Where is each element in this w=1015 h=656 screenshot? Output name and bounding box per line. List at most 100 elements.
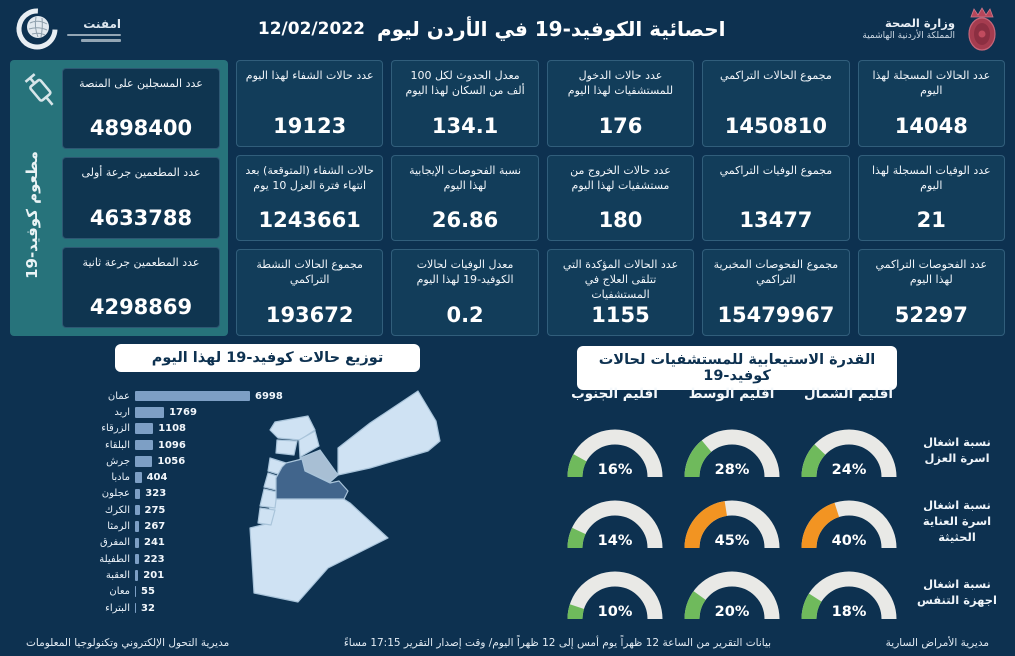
bar-value-label: 1769 xyxy=(169,406,197,418)
stat-card-label: عدد حالات الدخول للمستشفيات لهذا اليوم xyxy=(567,69,674,97)
svg-text:14%: 14% xyxy=(597,533,632,549)
vaccination-card-label: عدد المسجلين على المنصة xyxy=(79,77,203,90)
bar-value-label: 1096 xyxy=(158,439,186,451)
map-region-amman-highlighted xyxy=(275,458,349,500)
svg-text:20%: 20% xyxy=(714,604,749,620)
vaccination-card-value: 4298869 xyxy=(89,294,193,319)
distribution-title: توزيع حالات كوفيد-19 لهذا اليوم xyxy=(115,344,420,372)
bar-value-label: 1108 xyxy=(158,423,187,435)
svg-text:45%: 45% xyxy=(714,533,749,549)
gauge: 24% xyxy=(790,419,907,481)
bar xyxy=(135,521,140,532)
bar-row: جرش 1056 xyxy=(33,453,283,469)
bar-row: معان 55 xyxy=(33,584,283,600)
footer-center: بيانات التقرير من الساعة 12 ظهراً يوم أم… xyxy=(343,637,772,649)
stat-card-label: عدد حالات الشفاء لهذا اليوم xyxy=(245,69,374,82)
stats-column: عدد حالات الدخول للمستشفيات لهذا اليوم 17… xyxy=(546,60,695,337)
bottom-area: توزيع حالات كوفيد-19 لهذا اليوم عمان 6998… xyxy=(0,342,1015,642)
stat-card-value: 134.1 xyxy=(431,113,499,138)
emphnet-logo-block: امفنت xyxy=(14,6,121,52)
vaccination-card: عدد المطعمين جرعة ثانية 4298869 xyxy=(62,246,220,328)
gauge-grid: اقليم الشمال اقليم الوسط اقليم الجنوب نسبة … xyxy=(555,386,1007,623)
bar-category-label: عجلون xyxy=(101,488,130,500)
stat-card-value: 1450810 xyxy=(724,113,828,138)
stats-grid: عدد الحالات المسجلة لهذا اليوم 14048 عدد ا… xyxy=(235,60,1005,337)
region-header: اقليم الجنوب xyxy=(571,386,658,402)
emphnet-subline-1 xyxy=(67,33,121,36)
region-header: اقليم الشمال xyxy=(803,386,894,402)
stat-card-label: عدد حالات الخروج من مستشفيات لهذا اليوم xyxy=(570,163,671,192)
stat-card-label: معدل الوفيات لحالات الكوفيد-19 لهذا اليو… xyxy=(416,258,514,287)
stat-card-label: مجموع الفحوصات المخبرية التراكمي xyxy=(713,258,839,287)
bar xyxy=(135,456,153,467)
bar-row: الرمثا 267 xyxy=(33,518,283,534)
bar-value-label: 323 xyxy=(145,488,167,500)
bar-value-label: 1056 xyxy=(157,455,186,467)
bar-category-label: الرمثا xyxy=(107,521,130,533)
bar xyxy=(135,504,140,516)
stat-card: معدل الحدوث لكل 100 ألف من السكان لهذا ا… xyxy=(391,60,539,147)
bar-category-label: الكرك xyxy=(104,504,130,516)
stats-area: عدد الحالات المسجلة لهذا اليوم 14048 عدد ا… xyxy=(10,60,1005,337)
bar-value-label: 404 xyxy=(146,472,168,484)
map-region-mafraq xyxy=(337,390,441,476)
bar-row: مادبا 404 xyxy=(33,469,283,485)
stat-card: عدد الحالات المسجلة لهذا اليوم 14048 xyxy=(857,60,1005,147)
map-region-ajloun xyxy=(275,439,298,456)
stat-card-label: مجموع الوفيات التراكمي xyxy=(719,163,833,177)
gauge: 40% xyxy=(790,490,907,552)
gauge: 28% xyxy=(673,419,790,481)
footer-left: مديرية التحول الإلكتروني وتكنولوجيا المع… xyxy=(26,637,230,649)
svg-text:28%: 28% xyxy=(714,462,749,478)
map-region-tafilah xyxy=(257,507,276,526)
jordan-map xyxy=(249,390,441,603)
bar-row: الكرك 275 xyxy=(33,502,283,518)
gauge-row-label: نسبة اشغال اجهزة التنفس xyxy=(917,576,997,607)
stat-card-value: 176 xyxy=(598,113,643,138)
vaccination-card-value: 4633788 xyxy=(89,205,193,230)
distribution-section: توزيع حالات كوفيد-19 لهذا اليوم عمان 6998… xyxy=(15,342,563,642)
vaccination-card: عدد المطعمين جرعة أولى 4633788 xyxy=(62,157,220,239)
vaccination-card-label: عدد المطعمين جرعة أولى xyxy=(81,166,201,180)
svg-text:18%: 18% xyxy=(831,604,866,620)
map-region-jerash xyxy=(298,430,320,458)
bar-value-label: 55 xyxy=(141,586,155,598)
stat-card-label: مجموع الحالات التراكمي xyxy=(720,69,832,82)
stat-card-value: 1155 xyxy=(591,303,650,328)
bar-row: البتراء 32 xyxy=(33,600,283,616)
bar-row: عمان 6998 xyxy=(33,388,283,404)
bar xyxy=(135,586,136,597)
page-title-block: احصائية الكوفيد-19 في الأردن ليوم 12/02/… xyxy=(258,17,726,41)
vaccination-cards: عدد المسجلين على المنصة 4898400 عدد المطعم… xyxy=(62,68,220,328)
vaccination-card-label: عدد المطعمين جرعة ثانية xyxy=(82,255,200,269)
bar-value-label: 223 xyxy=(143,553,165,565)
capacity-section: القدرة الاستيعابية للمستشفيات لحالات كوف… xyxy=(555,342,1007,642)
bar-row: الطفيلة 223 xyxy=(33,551,283,567)
moh-text: وزارة الصحة المملكة الأردنية الهاشمية xyxy=(862,16,955,42)
stat-card-label: نسبة الفحوصات الإيجابية لهذا اليوم xyxy=(409,163,522,192)
moh-kingdom-name: المملكة الأردنية الهاشمية xyxy=(862,30,955,41)
page-title: احصائية الكوفيد-19 في الأردن ليوم xyxy=(376,17,726,41)
bar-value-label: 275 xyxy=(144,504,166,516)
bar-category-label: اربد xyxy=(114,406,130,418)
vaccination-panel: مطعوم كوفيد-19 عدد المسجلين على المنصة 48… xyxy=(10,60,228,336)
svg-text:16%: 16% xyxy=(597,462,632,478)
bar-row: الزرقاء 1108 xyxy=(33,421,283,437)
stat-card-value: 26.86 xyxy=(431,208,499,233)
bar xyxy=(135,488,141,500)
royal-crest-icon xyxy=(968,7,996,51)
cases-bar-chart: عمان 6998 اربد 1769 الزرقاء 1108 البلقاء 1096 جر… xyxy=(33,388,283,616)
stat-card: عدد الحالات المؤكدة التي تتلقى العلاج في… xyxy=(546,249,695,337)
bar-category-label: المفرق xyxy=(100,537,130,549)
stat-card: معدل الوفيات لحالات الكوفيد-19 لهذا اليو… xyxy=(391,249,539,337)
gauge: 14% xyxy=(556,490,673,552)
bar-category-label: الطفيلة xyxy=(99,553,130,565)
stat-card-label: عدد الفحوصات التراكمي لهذا اليوم xyxy=(875,258,988,287)
header: وزارة الصحة المملكة الأردنية الهاشمية اح… xyxy=(0,0,1015,58)
bar xyxy=(135,570,139,581)
stat-card: مجموع الفحوصات المخبرية التراكمي 15479967 xyxy=(702,249,850,337)
moh-ministry-name: وزارة الصحة xyxy=(885,16,955,31)
bar-row: المفرق 241 xyxy=(33,535,283,551)
stat-card-value: 193672 xyxy=(265,303,354,328)
gauge: 16% xyxy=(556,419,673,481)
